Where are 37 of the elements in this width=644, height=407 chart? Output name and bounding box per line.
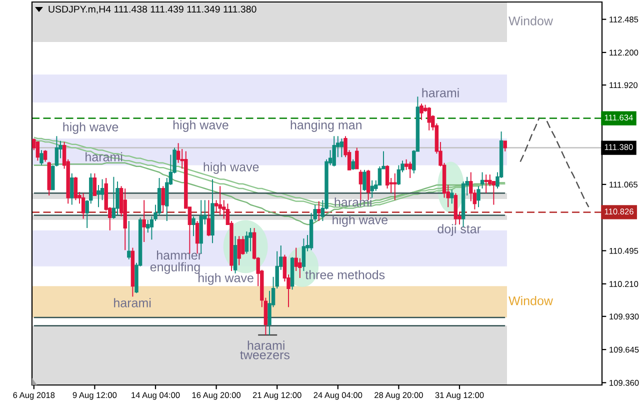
annotation: doji star: [438, 224, 481, 236]
x-tick-label: 24 Aug 04:00: [314, 392, 362, 400]
x-tick-label: 31 Aug 12:00: [435, 392, 484, 400]
band-label: Window: [508, 16, 554, 26]
y-tick-label: 109.930: [610, 314, 639, 320]
annotation: hanging man: [290, 120, 362, 132]
y-tick-label: 112.200: [610, 50, 638, 56]
annotation: three methods: [305, 270, 385, 280]
chart-title: USDJPY.m,H4 111.438 111.439 111.349 111.380: [48, 6, 256, 14]
ref-line-label: 111.380: [604, 144, 633, 150]
x-tick-label: 16 Aug 20:00: [192, 392, 241, 400]
ref-line-label: 110.826: [604, 208, 634, 214]
y-tick-label: 111.920: [610, 82, 638, 88]
y-tick-label: 109.645: [610, 346, 639, 353]
y-tick-label: 110.210: [610, 281, 638, 287]
x-tick-label: 14 Aug 04:00: [132, 392, 180, 400]
x-tick-label: 28 Aug 20:00: [374, 392, 423, 400]
annotation: harami: [114, 298, 151, 308]
annotation: high wave: [63, 122, 118, 134]
annotation: engulfing: [150, 262, 200, 274]
annotation: high wave: [198, 273, 254, 285]
x-tick-label: 6 Aug 2018: [13, 392, 55, 400]
y-tick-label: 112.485: [610, 16, 638, 22]
annotation: high wave: [204, 162, 259, 174]
annotation: high wave: [332, 215, 388, 227]
band-label: Window: [508, 296, 554, 306]
y-tick-label: 111.065: [610, 182, 638, 188]
y-tick-label: 109.360: [610, 380, 639, 386]
annotation: tweezers: [240, 351, 290, 360]
annotation: high wave: [173, 120, 228, 132]
y-tick-label: 110.495: [610, 248, 638, 254]
ref-line-label: 111.634: [604, 114, 633, 121]
x-tick-label: 9 Aug 12:00: [72, 392, 117, 400]
x-tick-label: 21 Aug 12:00: [252, 392, 302, 400]
annotation: harami: [248, 340, 284, 350]
annotation: harami: [422, 88, 459, 98]
annotation: hammer: [157, 250, 202, 260]
